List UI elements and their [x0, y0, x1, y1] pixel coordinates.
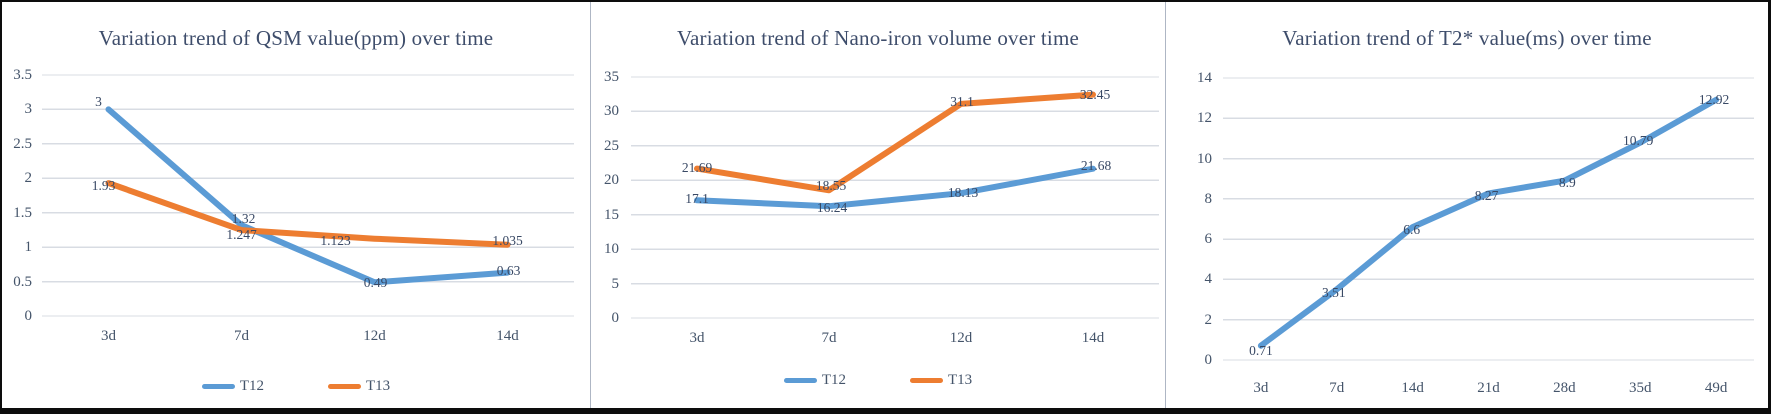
- x-axis-tick-label: 21d: [1477, 380, 1500, 396]
- y-axis-tick-label: 35: [604, 69, 619, 85]
- data-label: 18.55: [815, 178, 847, 194]
- y-axis-tick-label: 15: [604, 206, 619, 223]
- y-axis-tick-label: 0: [611, 310, 620, 326]
- y-axis-tick-label: 30: [604, 103, 619, 120]
- x-axis-tick-label: 7d: [821, 330, 837, 346]
- series-line-T12: [105, 106, 511, 286]
- x-axis-tick-label: 14d: [496, 328, 519, 344]
- y-axis-tick-label: 0: [24, 308, 33, 324]
- y-axis-tick-label: 2.5: [13, 135, 32, 152]
- y-axis-tick-label: 1: [24, 239, 33, 256]
- x-axis-tick-label: 3d: [689, 330, 705, 346]
- y-axis-tick-label: 12: [1197, 110, 1212, 127]
- series-line-T13: [105, 180, 511, 248]
- data-label: 1.32: [231, 211, 256, 227]
- y-axis-tick-label: 0: [1204, 352, 1213, 368]
- x-axis-tick-label: 3d: [1253, 380, 1269, 396]
- legend-item-T12: T12: [783, 372, 846, 389]
- x-axis-tick-label: 7d: [1329, 380, 1345, 396]
- data-label: 21.69: [681, 159, 713, 175]
- data-label: 31.1: [950, 93, 974, 109]
- x-axis-tick-label: 7d: [234, 328, 249, 344]
- legend-label-T12: T12: [239, 378, 264, 394]
- plot-area: [42, 74, 574, 317]
- legend-item-T13: T13: [910, 372, 972, 389]
- y-axis-tick-label: 14: [1197, 70, 1212, 86]
- chart-title: Variation trend of T2* value(ms) over ti…: [1282, 26, 1652, 50]
- y-axis-tick-label: 6: [1204, 231, 1213, 248]
- legend-item-T13: T13: [328, 378, 390, 395]
- data-label: 21.68: [1080, 157, 1112, 173]
- data-label: 10.79: [1623, 132, 1654, 148]
- x-axis-tick-label: 14d: [1401, 380, 1424, 396]
- legend-swatch-T12: [201, 384, 235, 389]
- data-label: 1.123: [320, 232, 351, 248]
- y-axis-tick-label: 10: [1197, 150, 1212, 167]
- legend-label-T13: T13: [366, 378, 391, 394]
- legend-label-T12: T12: [821, 372, 846, 388]
- chart-panel-3: Variation trend of T2* value(ms) over ti…: [1165, 2, 1768, 408]
- legend: T12 T13: [2, 378, 590, 395]
- series-line-T12: [694, 165, 1096, 210]
- chart-title: Variation trend of QSM value(ppm) over t…: [98, 26, 494, 50]
- y-axis-tick-label: 2: [1204, 311, 1213, 328]
- data-label: 0.49: [363, 275, 388, 291]
- data-label: 0.71: [1249, 342, 1273, 358]
- chart-panel-1: Variation trend of QSM value(ppm) over t…: [2, 2, 590, 408]
- data-label: 17.1: [685, 191, 709, 207]
- y-axis-tick-label: 10: [604, 241, 619, 258]
- x-axis-tick-label: 3d: [101, 328, 116, 344]
- data-label: 8.27: [1474, 188, 1499, 204]
- legend-swatch-T13: [910, 378, 943, 383]
- legend-label-T13: T13: [948, 372, 973, 388]
- data-label: 0.63: [496, 262, 521, 278]
- legend-item-T12: T12: [201, 378, 264, 395]
- x-axis-tick-label: 28d: [1553, 380, 1576, 396]
- x-axis-tick-label: 35d: [1628, 380, 1652, 396]
- legend-swatch-T13: [328, 384, 361, 389]
- y-axis-tick-label: 1.5: [13, 204, 32, 221]
- series-line-T2*: [1257, 96, 1720, 349]
- data-label: 3: [95, 94, 102, 110]
- data-label: 12.92: [1698, 91, 1730, 107]
- y-axis-tick-label: 4: [1204, 271, 1213, 288]
- y-axis-tick-label: 0.5: [13, 273, 32, 290]
- data-label: 1.247: [226, 227, 257, 243]
- data-label: 32.45: [1079, 86, 1111, 102]
- data-label: 6.6: [1403, 222, 1421, 238]
- x-axis-tick-label: 14d: [1081, 330, 1105, 346]
- chart-title: Variation trend of Nano-iron volume over…: [676, 26, 1080, 50]
- y-axis-tick-label: 3: [24, 101, 33, 118]
- data-label: 3.51: [1321, 285, 1346, 301]
- data-label: 18.13: [947, 185, 979, 201]
- data-label: 1.93: [91, 178, 116, 194]
- y-axis-tick-label: 20: [604, 172, 619, 189]
- series-line-T13: [694, 91, 1096, 194]
- data-label: 8.9: [1558, 174, 1576, 190]
- chart-panel-2: Variation trend of Nano-iron volume over…: [590, 2, 1165, 408]
- y-axis-tick-label: 3.5: [13, 67, 32, 83]
- legend: T12 T13: [591, 372, 1165, 389]
- y-axis-tick-label: 2: [24, 170, 33, 187]
- data-label: 16.24: [816, 200, 848, 216]
- x-axis-tick-label: 12d: [363, 328, 386, 344]
- y-axis-tick-label: 25: [604, 137, 619, 154]
- plot-area: [631, 76, 1159, 319]
- x-axis-tick-label: 49d: [1704, 380, 1728, 396]
- legend-swatch-T12: [783, 378, 817, 383]
- x-axis-tick-label: 12d: [949, 330, 973, 346]
- y-axis-tick-label: 8: [1204, 190, 1213, 207]
- y-axis-tick-label: 5: [611, 275, 620, 292]
- data-label: 1.035: [492, 232, 523, 248]
- plot-area: [1223, 77, 1754, 361]
